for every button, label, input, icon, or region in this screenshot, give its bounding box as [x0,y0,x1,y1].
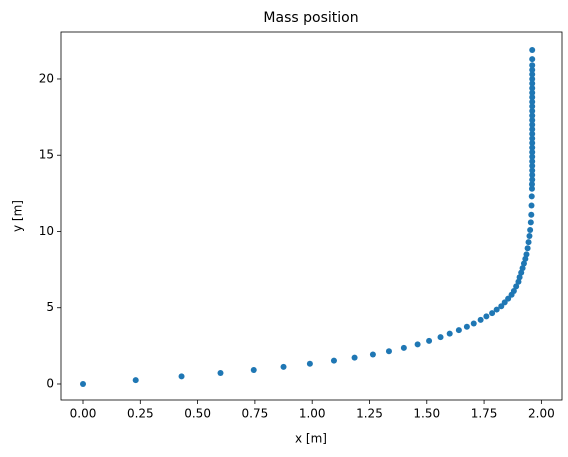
y-tick-label: 10 [39,224,54,238]
data-point [529,172,536,179]
x-tick-label: 1.25 [356,407,383,421]
y-tick-label: 5 [46,300,54,314]
data-point [483,313,490,320]
data-point [446,330,453,337]
data-point [280,363,287,370]
data-point [529,71,536,78]
data-point [529,126,536,133]
x-tick-label: 1.50 [413,407,440,421]
data-point [516,274,523,281]
data-point [80,380,87,387]
y-tick-label: 20 [39,71,54,85]
data-point [529,66,536,73]
data-point [523,251,530,258]
data-point [528,211,535,218]
data-point [489,310,496,317]
data-point [529,144,536,151]
x-tick-label: 0.75 [242,407,269,421]
x-tick-label: 2.00 [528,407,555,421]
y-axis-label: y [m] [11,200,25,232]
data-point [493,306,500,313]
data-point [529,98,536,105]
data-point [520,260,527,267]
data-point [524,245,531,252]
x-axis-label: x [m] [295,432,327,446]
data-point [505,295,512,302]
data-point [529,56,536,63]
data-point [385,348,392,355]
data-point [529,75,536,82]
data-point [529,176,536,183]
x-tick-label: 0.00 [70,407,97,421]
data-point [463,323,470,330]
data-point [528,202,535,209]
data-point [529,117,536,124]
data-point [498,303,505,310]
data-point [529,167,536,174]
data-point [351,354,358,361]
data-point [306,360,313,367]
data-point [529,80,536,87]
data-point [501,299,508,306]
data-point [529,158,536,165]
data-point [510,287,517,294]
data-point [528,193,535,200]
data-point [529,62,536,69]
data-point [528,181,535,188]
data-point [529,85,536,92]
data-point [529,162,536,169]
data-point [529,149,536,156]
data-point [527,226,534,233]
data-point [455,327,462,334]
data-point [369,351,376,358]
data-point [414,341,421,348]
data-point [437,334,444,341]
data-point [515,278,522,285]
data-point [527,219,534,226]
data-point [529,89,536,96]
x-tick-label: 0.50 [184,407,211,421]
data-point [529,107,536,114]
data-point [529,140,536,147]
data-point [522,255,529,262]
chart-title: Mass position [263,10,358,26]
data-point [426,337,433,344]
data-point [528,185,535,192]
data-point [477,316,484,323]
data-point [330,357,337,364]
data-point [529,46,536,53]
data-point [526,233,533,240]
x-tick-label: 1.00 [299,407,326,421]
data-point [519,265,526,272]
data-point [529,112,536,119]
data-point [525,239,532,246]
y-tick-label: 15 [39,148,54,162]
data-point [400,344,407,351]
data-point [250,366,257,373]
plot-frame [60,31,563,401]
data-point [529,135,536,142]
data-point [529,130,536,137]
data-point [132,377,139,384]
data-point [178,373,185,380]
data-point [529,121,536,128]
x-tick-label: 0.25 [127,407,154,421]
x-tick-label: 1.75 [471,407,498,421]
data-point [518,269,525,276]
data-point [529,103,536,110]
data-point [217,370,224,377]
data-point [470,320,477,327]
data-point [529,94,536,101]
data-point [513,283,520,290]
y-tick-label: 0 [46,376,54,390]
data-point [529,153,536,160]
